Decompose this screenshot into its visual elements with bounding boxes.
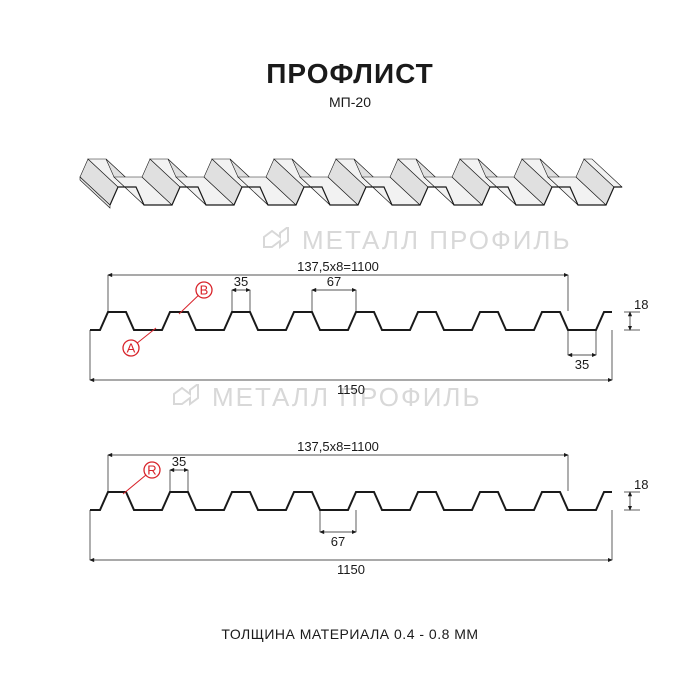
svg-text:137,5x8=1100: 137,5x8=1100 bbox=[297, 259, 379, 274]
svg-text:1150: 1150 bbox=[337, 382, 365, 397]
diagram-area: 137,5x8=1100 35 67 18 35 1150 A B 137,5x8=1100 3… bbox=[50, 150, 650, 580]
svg-text:1150: 1150 bbox=[337, 562, 365, 577]
svg-text:18: 18 bbox=[634, 477, 648, 492]
cross-section-r: 137,5x8=1100 35 67 18 1150 R bbox=[90, 439, 648, 577]
isometric-view bbox=[80, 159, 622, 208]
svg-text:35: 35 bbox=[575, 357, 589, 372]
svg-text:18: 18 bbox=[634, 297, 648, 312]
svg-text:67: 67 bbox=[331, 534, 345, 549]
page-title: ПРОФЛИСТ bbox=[0, 58, 700, 90]
svg-text:R: R bbox=[147, 463, 156, 478]
cross-section-ab: 137,5x8=1100 35 67 18 35 1150 A B bbox=[90, 259, 648, 397]
svg-text:67: 67 bbox=[327, 274, 341, 289]
page-subtitle: МП-20 bbox=[0, 94, 700, 110]
technical-drawing: 137,5x8=1100 35 67 18 35 1150 A B 137,5x8=1100 3… bbox=[50, 150, 650, 580]
svg-text:137,5x8=1100: 137,5x8=1100 bbox=[297, 439, 379, 454]
footer-label: ТОЛЩИНА МАТЕРИАЛА 0.4 - 0.8 ММ bbox=[0, 626, 700, 642]
svg-text:35: 35 bbox=[234, 274, 248, 289]
svg-text:A: A bbox=[127, 341, 136, 356]
svg-text:35: 35 bbox=[172, 454, 186, 469]
svg-text:B: B bbox=[200, 283, 209, 298]
